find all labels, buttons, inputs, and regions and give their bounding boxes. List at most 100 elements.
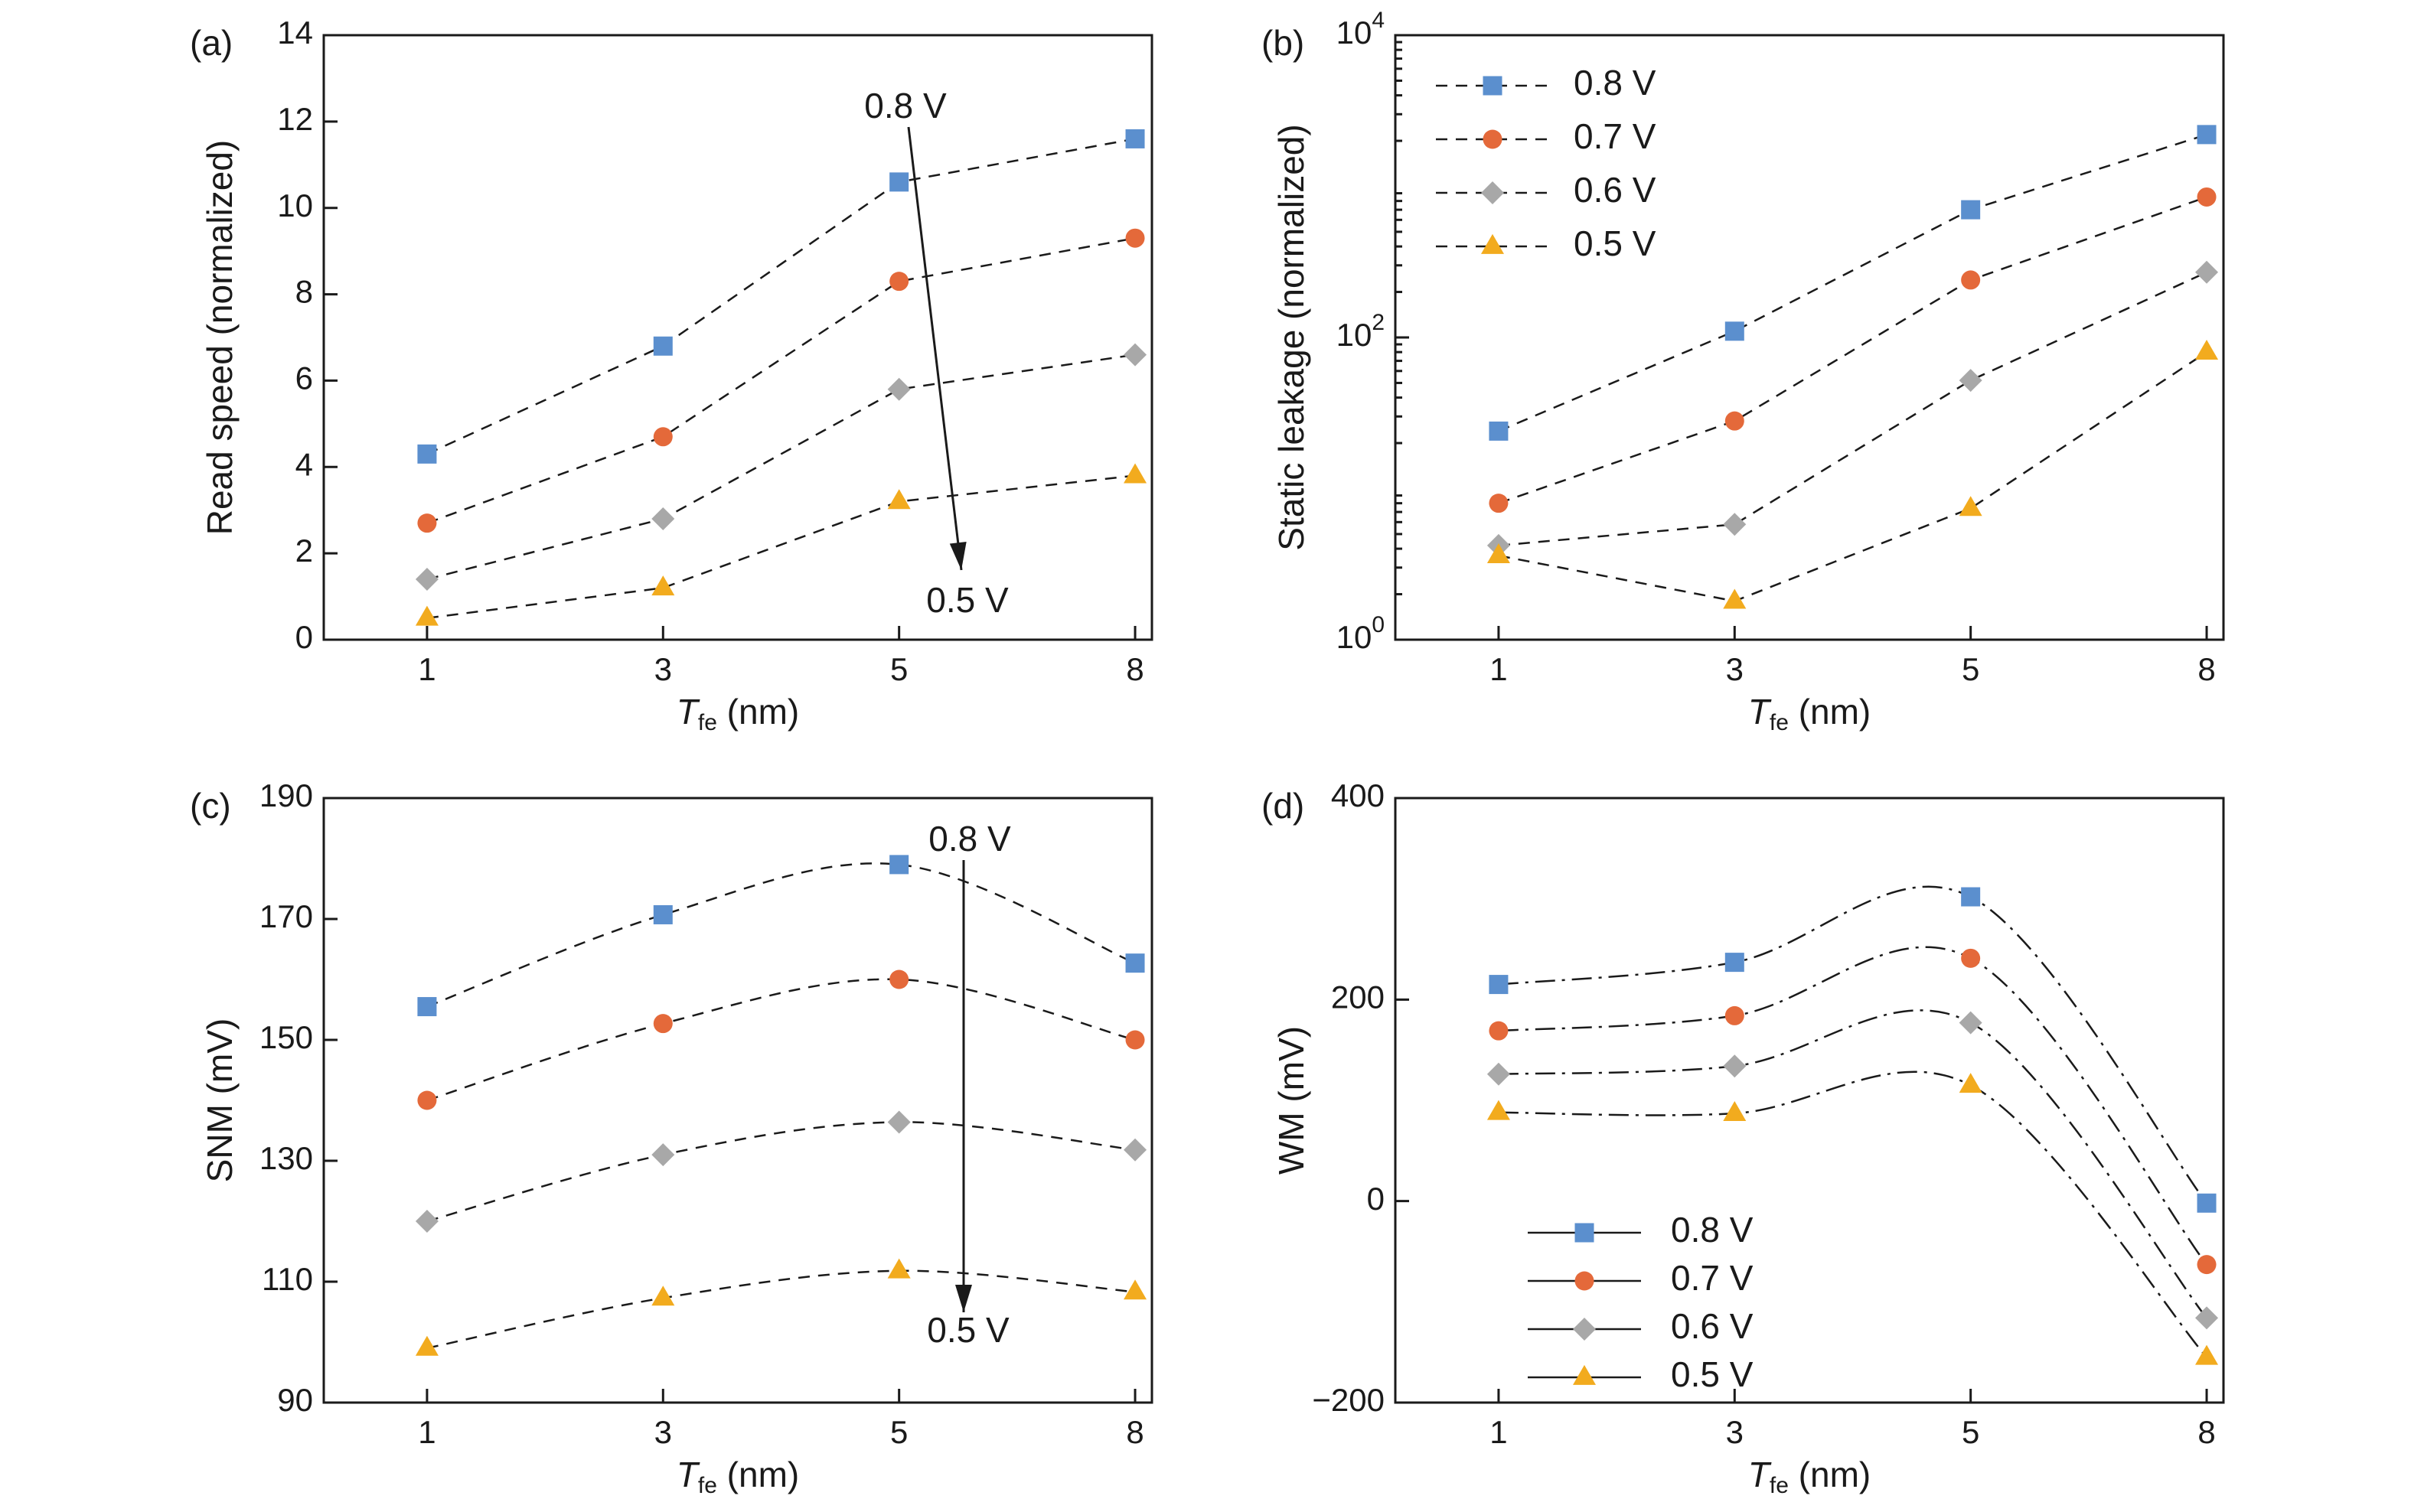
series-line-d-1 — [1498, 946, 2208, 1266]
x-tick-label-b-3: 8 — [2197, 651, 2215, 687]
panel-label-a: (a) — [190, 23, 233, 63]
y-axis-label-d: WM (mV) — [1271, 1026, 1311, 1175]
series-line-a-2 — [426, 354, 1136, 581]
data-point-c-3-3 — [1124, 1279, 1147, 1300]
data-point-c-3-1 — [651, 1286, 675, 1306]
series-line-b-3 — [1498, 351, 2207, 602]
legend-marker-b-0 — [1483, 76, 1502, 96]
annotation-arrow-head-a — [949, 541, 967, 570]
x-tick-label-c-3: 8 — [1126, 1414, 1144, 1450]
plot-frame-c — [322, 797, 1153, 1404]
x-tick-label-c-1: 3 — [654, 1414, 672, 1450]
data-point-b-0-2 — [1961, 200, 1981, 220]
y-tick-label-a-6: 12 — [277, 101, 313, 137]
data-point-a-3-3 — [1124, 463, 1147, 484]
data-point-b-3-1 — [1723, 588, 1747, 609]
data-point-b-1-3 — [2197, 187, 2217, 207]
data-point-c-1-2 — [889, 969, 909, 989]
data-point-a-2-1 — [651, 507, 675, 530]
y-tick-label-c-5: 190 — [259, 777, 313, 813]
panel-a: (a) 0 2 4 6 8 10 12 14 1 3 5 8 Tfe (nm) Read speed (no… — [190, 15, 1153, 735]
data-point-c-2-3 — [1124, 1138, 1147, 1162]
data-point-d-1-3 — [2197, 1255, 2217, 1275]
data-point-c-3-2 — [887, 1258, 911, 1279]
data-point-c-2-2 — [887, 1110, 911, 1134]
plot-frame-d — [1394, 797, 2225, 1404]
legend-label-d-1: 0.7 V — [1671, 1258, 1754, 1298]
y-axis-label-b: Static leakage (normalized) — [1271, 124, 1311, 550]
legend-marker-b-1 — [1483, 129, 1502, 149]
legend-label-b-1: 0.7 V — [1574, 116, 1656, 156]
data-point-d-2-0 — [1486, 1062, 1510, 1086]
data-point-d-0-2 — [1961, 887, 1981, 907]
x-tick-label-c-2: 5 — [890, 1414, 908, 1450]
annotation-top-label-c: 0.8 V — [928, 819, 1011, 859]
data-point-b-3-0 — [1486, 543, 1510, 564]
data-point-c-0-0 — [417, 997, 437, 1017]
data-point-d-1-2 — [1961, 948, 1981, 968]
data-point-b-1-2 — [1961, 270, 1981, 290]
x-tick-label-a-0: 1 — [418, 651, 436, 687]
data-point-c-0-2 — [889, 855, 909, 875]
series-line-c-0 — [426, 862, 1136, 1008]
data-point-a-0-2 — [889, 172, 909, 192]
annotation-bottom-label-a: 0.5 V — [926, 580, 1009, 620]
data-point-a-3-2 — [887, 489, 911, 510]
series-line-c-2 — [426, 1121, 1136, 1223]
data-point-d-0-1 — [1724, 953, 1744, 973]
data-point-d-2-3 — [2195, 1306, 2219, 1330]
x-tick-label-d-1: 3 — [1726, 1414, 1744, 1450]
legend-marker-d-3 — [1573, 1364, 1596, 1385]
y-tick-label-b-1: 102 — [1336, 310, 1385, 353]
data-point-b-1-0 — [1489, 494, 1509, 513]
series-line-b-2 — [1498, 271, 2207, 547]
y-tick-label-c-2: 130 — [259, 1140, 313, 1176]
x-tick-label-d-2: 5 — [1962, 1414, 1979, 1450]
y-tick-label-c-3: 150 — [259, 1019, 313, 1055]
series-line-b-1 — [1498, 196, 2207, 504]
y-tick-label-a-4: 8 — [295, 274, 313, 310]
data-point-b-2-1 — [1723, 513, 1747, 536]
data-point-d-3-2 — [1959, 1073, 1982, 1093]
legend-marker-b-3 — [1481, 233, 1504, 254]
y-tick-label-b-0: 100 — [1336, 612, 1385, 655]
x-tick-label-d-3: 8 — [2197, 1414, 2215, 1450]
data-point-a-0-0 — [417, 444, 437, 464]
x-tick-label-b-2: 5 — [1962, 651, 1979, 687]
data-point-a-3-1 — [651, 575, 675, 596]
plot-frame-b — [1394, 34, 2225, 641]
y-tick-label-a-1: 2 — [295, 533, 313, 569]
series-line-c-1 — [426, 978, 1136, 1102]
data-point-a-2-2 — [887, 377, 911, 401]
data-point-d-3-3 — [2195, 1344, 2219, 1365]
panel-b: (b) 100 102 104 1 3 5 8 Tfe (nm) Static leakage (… — [1261, 8, 2225, 735]
series-line-a-0 — [426, 138, 1136, 455]
data-point-b-1-1 — [1724, 411, 1744, 431]
data-point-d-0-3 — [2197, 1193, 2217, 1213]
series-line-c-3 — [426, 1269, 1136, 1350]
x-tick-label-b-0: 1 — [1489, 651, 1507, 687]
data-point-c-2-0 — [415, 1210, 439, 1233]
y-tick-label-d-3: 400 — [1331, 777, 1385, 813]
data-point-c-0-3 — [1125, 953, 1145, 973]
data-point-c-1-3 — [1125, 1030, 1145, 1050]
y-tick-label-d-2: 200 — [1331, 979, 1385, 1015]
data-point-c-1-1 — [653, 1014, 673, 1034]
legend-marker-d-2 — [1573, 1318, 1596, 1341]
y-tick-label-a-3: 6 — [295, 360, 313, 396]
y-axis-label-a: Read speed (normalized) — [200, 140, 240, 536]
legend-label-b-2: 0.6 V — [1574, 170, 1656, 210]
data-point-a-1-3 — [1125, 228, 1145, 248]
y-tick-label-a-0: 0 — [295, 619, 313, 655]
panel-label-b: (b) — [1261, 23, 1304, 63]
y-tick-label-a-5: 10 — [277, 187, 313, 223]
x-axis-label-b: Tfe (nm) — [1748, 692, 1871, 735]
data-point-b-3-2 — [1959, 496, 1982, 516]
x-tick-label-c-0: 1 — [418, 1414, 436, 1450]
series-line-d-0 — [1498, 885, 2208, 1204]
data-point-c-1-0 — [417, 1090, 437, 1110]
data-point-a-0-1 — [653, 336, 673, 356]
data-point-d-1-1 — [1724, 1005, 1744, 1025]
y-tick-label-d-0: −200 — [1312, 1382, 1385, 1418]
series-line-b-0 — [1498, 133, 2207, 432]
